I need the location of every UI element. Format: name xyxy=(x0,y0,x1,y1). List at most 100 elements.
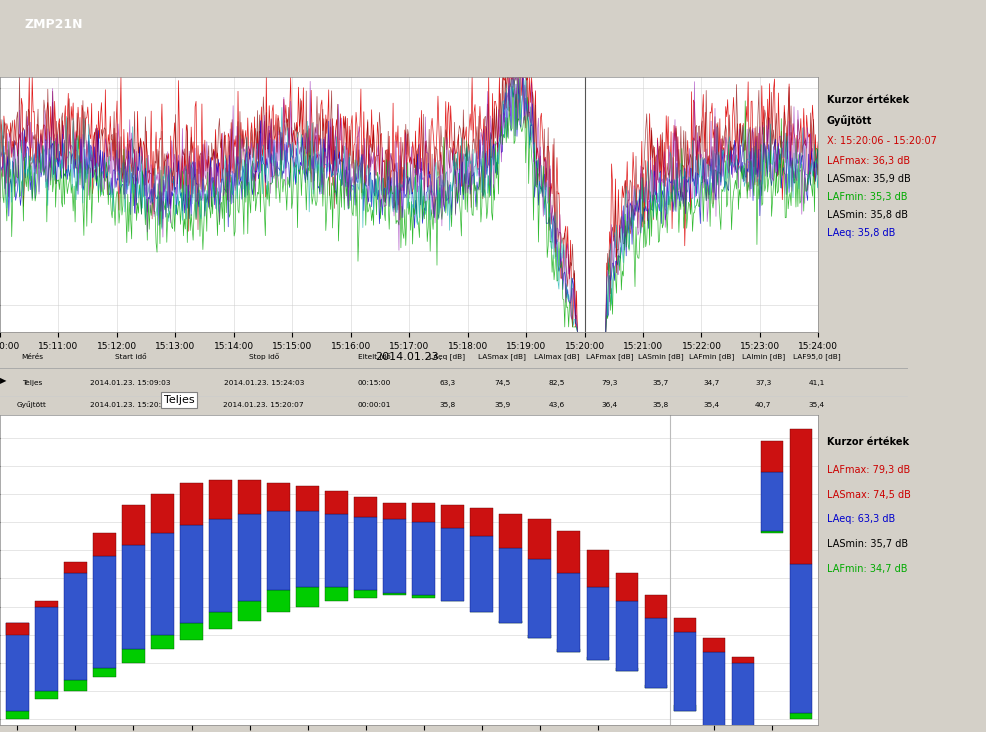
Text: Kurzor értékek: Kurzor értékek xyxy=(826,437,909,447)
Bar xyxy=(615,573,638,601)
Text: 35,7: 35,7 xyxy=(653,380,669,386)
Text: 2014.01.23. 15:09:03: 2014.01.23. 15:09:03 xyxy=(91,380,171,386)
Text: Start idő: Start idő xyxy=(114,354,147,360)
Text: 2014.01.23. 15:20:07: 2014.01.23. 15:20:07 xyxy=(224,402,304,408)
Bar xyxy=(528,635,551,638)
Bar xyxy=(615,601,638,671)
Text: LASmax [dB]: LASmax [dB] xyxy=(478,354,527,360)
Bar xyxy=(209,480,232,520)
Bar xyxy=(239,514,261,601)
Bar xyxy=(760,441,783,471)
Text: 79,3: 79,3 xyxy=(601,380,617,386)
Bar xyxy=(557,573,580,651)
Bar xyxy=(6,711,29,719)
Bar xyxy=(645,685,668,688)
Bar xyxy=(703,638,726,651)
Text: LAFmax: 36,3 dB: LAFmax: 36,3 dB xyxy=(826,156,910,166)
Bar xyxy=(500,621,522,624)
Bar xyxy=(325,514,348,587)
Bar xyxy=(732,662,754,732)
Bar xyxy=(64,561,87,573)
Bar xyxy=(790,714,812,719)
Bar xyxy=(267,511,290,590)
Bar xyxy=(760,471,783,531)
Bar xyxy=(587,657,609,660)
Bar xyxy=(93,534,115,556)
Text: LASmin: 35,8 dB: LASmin: 35,8 dB xyxy=(826,210,908,220)
Text: 63,3: 63,3 xyxy=(439,380,456,386)
Bar xyxy=(325,491,348,514)
Bar xyxy=(325,587,348,601)
Text: ZMP21N: ZMP21N xyxy=(25,18,83,31)
Bar xyxy=(239,480,261,514)
Bar xyxy=(151,534,174,635)
Bar xyxy=(790,564,812,714)
Bar xyxy=(673,632,696,711)
Text: Teljes: Teljes xyxy=(22,380,42,386)
Text: 82,5: 82,5 xyxy=(548,380,565,386)
Bar xyxy=(470,508,493,537)
Bar xyxy=(412,595,435,598)
Bar xyxy=(180,525,203,624)
Bar xyxy=(267,483,290,511)
Bar xyxy=(760,531,783,534)
Bar xyxy=(93,668,115,677)
Bar xyxy=(703,725,726,728)
Text: LAeq: 35,8 dB: LAeq: 35,8 dB xyxy=(826,228,895,238)
Text: 00:15:00: 00:15:00 xyxy=(358,380,391,386)
Text: Stop idő: Stop idő xyxy=(248,354,279,360)
Text: 37,3: 37,3 xyxy=(755,380,771,386)
Bar xyxy=(470,537,493,612)
Text: Eltelt idő: Eltelt idő xyxy=(358,354,391,360)
Bar xyxy=(673,618,696,632)
Bar xyxy=(412,522,435,595)
Text: X: 15:20:06 - 15:20:07: X: 15:20:06 - 15:20:07 xyxy=(826,136,937,146)
Text: LAeq: 63,3 dB: LAeq: 63,3 dB xyxy=(826,515,895,524)
Bar xyxy=(297,485,318,511)
Text: 35,4: 35,4 xyxy=(704,402,720,408)
Text: 2014.01.23. 15:24:03: 2014.01.23. 15:24:03 xyxy=(224,380,304,386)
Bar xyxy=(122,505,145,545)
X-axis label: 2014.01.23.: 2014.01.23. xyxy=(376,353,443,362)
Bar xyxy=(93,556,115,668)
Bar xyxy=(384,520,406,592)
Text: LAFmax [dB]: LAFmax [dB] xyxy=(586,354,633,360)
Text: 35,9: 35,9 xyxy=(494,402,511,408)
Bar xyxy=(122,649,145,662)
Bar xyxy=(209,520,232,612)
Text: Gyűjtött: Gyűjtött xyxy=(17,401,47,408)
Text: 41,1: 41,1 xyxy=(809,380,824,386)
Bar xyxy=(35,607,58,691)
Text: 2014.01.23. 15:20:06: 2014.01.23. 15:20:06 xyxy=(91,402,171,408)
Text: Kurzor értékek: Kurzor értékek xyxy=(826,95,909,105)
Bar xyxy=(209,612,232,629)
Bar xyxy=(239,601,261,621)
Bar xyxy=(6,624,29,711)
Text: LASmax: 74,5 dB: LASmax: 74,5 dB xyxy=(826,490,911,499)
Text: ▶: ▶ xyxy=(0,376,7,384)
Bar xyxy=(151,635,174,649)
Bar xyxy=(528,520,551,559)
Text: Mérés: Mérés xyxy=(21,354,43,360)
Bar xyxy=(151,494,174,534)
Text: LASmin: 35,7 dB: LASmin: 35,7 dB xyxy=(826,539,908,549)
Bar xyxy=(732,657,754,662)
Bar xyxy=(35,691,58,699)
Text: 43,6: 43,6 xyxy=(548,402,565,408)
Text: 35,4: 35,4 xyxy=(809,402,824,408)
Text: LAFmin: 34,7 dB: LAFmin: 34,7 dB xyxy=(826,564,907,574)
Bar xyxy=(557,531,580,573)
Bar xyxy=(500,514,522,548)
Bar xyxy=(500,548,522,624)
Bar xyxy=(180,624,203,640)
Text: LASmax: 35,9 dB: LASmax: 35,9 dB xyxy=(826,174,910,184)
Bar xyxy=(790,430,812,564)
Bar xyxy=(384,503,406,520)
Bar xyxy=(412,503,435,522)
Bar xyxy=(645,618,668,688)
Text: 35,8: 35,8 xyxy=(439,402,456,408)
Bar xyxy=(6,624,29,635)
Bar xyxy=(180,483,203,525)
Bar xyxy=(557,649,580,651)
Bar xyxy=(64,573,87,680)
